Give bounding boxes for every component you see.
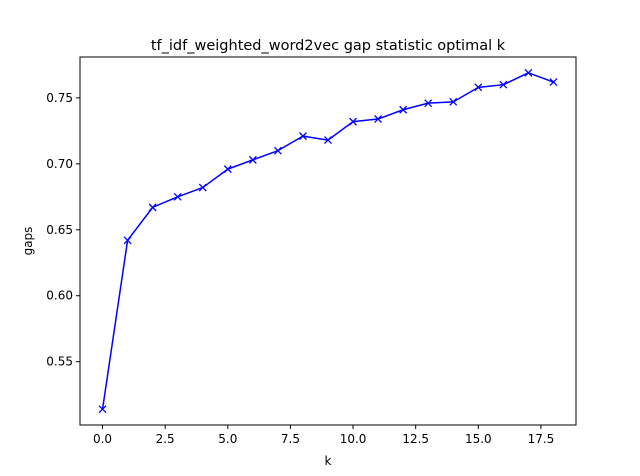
data-point [123,236,132,245]
data-point [549,78,558,87]
y-tick-label: 0.65 [46,223,73,237]
data-point [349,117,358,126]
data-point [223,165,232,174]
data-point [499,80,508,89]
data-point [198,183,207,192]
x-tick-label: 10.0 [340,432,367,446]
x-tick-label: 17.5 [528,432,555,446]
axes-frame [79,56,577,426]
y-tick-label: 0.70 [46,157,73,171]
y-tick-label: 0.55 [46,355,73,369]
x-tick-label: 5.0 [218,432,237,446]
data-point [98,405,107,414]
data-point [424,99,433,108]
data-point [374,115,383,123]
plot-area: 0.0 2.5 5.0 7.5 10.0 12.5 15.0 17.5 0.55 0.60 0.6… [46,56,577,446]
data-point [324,136,332,145]
data-point [449,97,458,106]
x-axis-label: k [325,454,332,468]
data-point [399,105,408,114]
x-tick-label: 7.5 [281,432,300,446]
data-point [474,83,483,92]
data-point [248,155,257,164]
x-tick-label: 2.5 [156,432,175,446]
data-point [524,68,533,77]
data-point [148,203,157,212]
x-tick-label: 15.0 [465,432,492,446]
chart-title: tf_idf_weighted_word2vec gap statistic o… [151,38,506,54]
data-point [298,132,307,141]
series-layer [98,68,558,414]
data-point [273,146,282,155]
x-tick-label: 0.0 [93,432,112,446]
y-axis-label: gaps [21,227,35,256]
y-tick-label: 0.60 [46,289,73,303]
y-tick-label: 0.75 [46,91,73,105]
x-tick-label: 12.5 [402,432,429,446]
x-axis-ticks: 0.0 2.5 5.0 7.5 10.0 12.5 15.0 17.5 [93,425,554,446]
y-axis-ticks: 0.55 0.60 0.65 0.70 0.75 [46,91,80,369]
data-point [173,192,182,201]
